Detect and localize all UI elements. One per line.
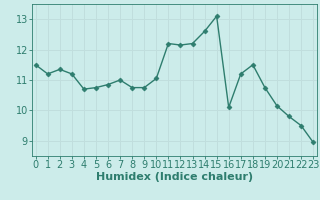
X-axis label: Humidex (Indice chaleur): Humidex (Indice chaleur): [96, 172, 253, 182]
